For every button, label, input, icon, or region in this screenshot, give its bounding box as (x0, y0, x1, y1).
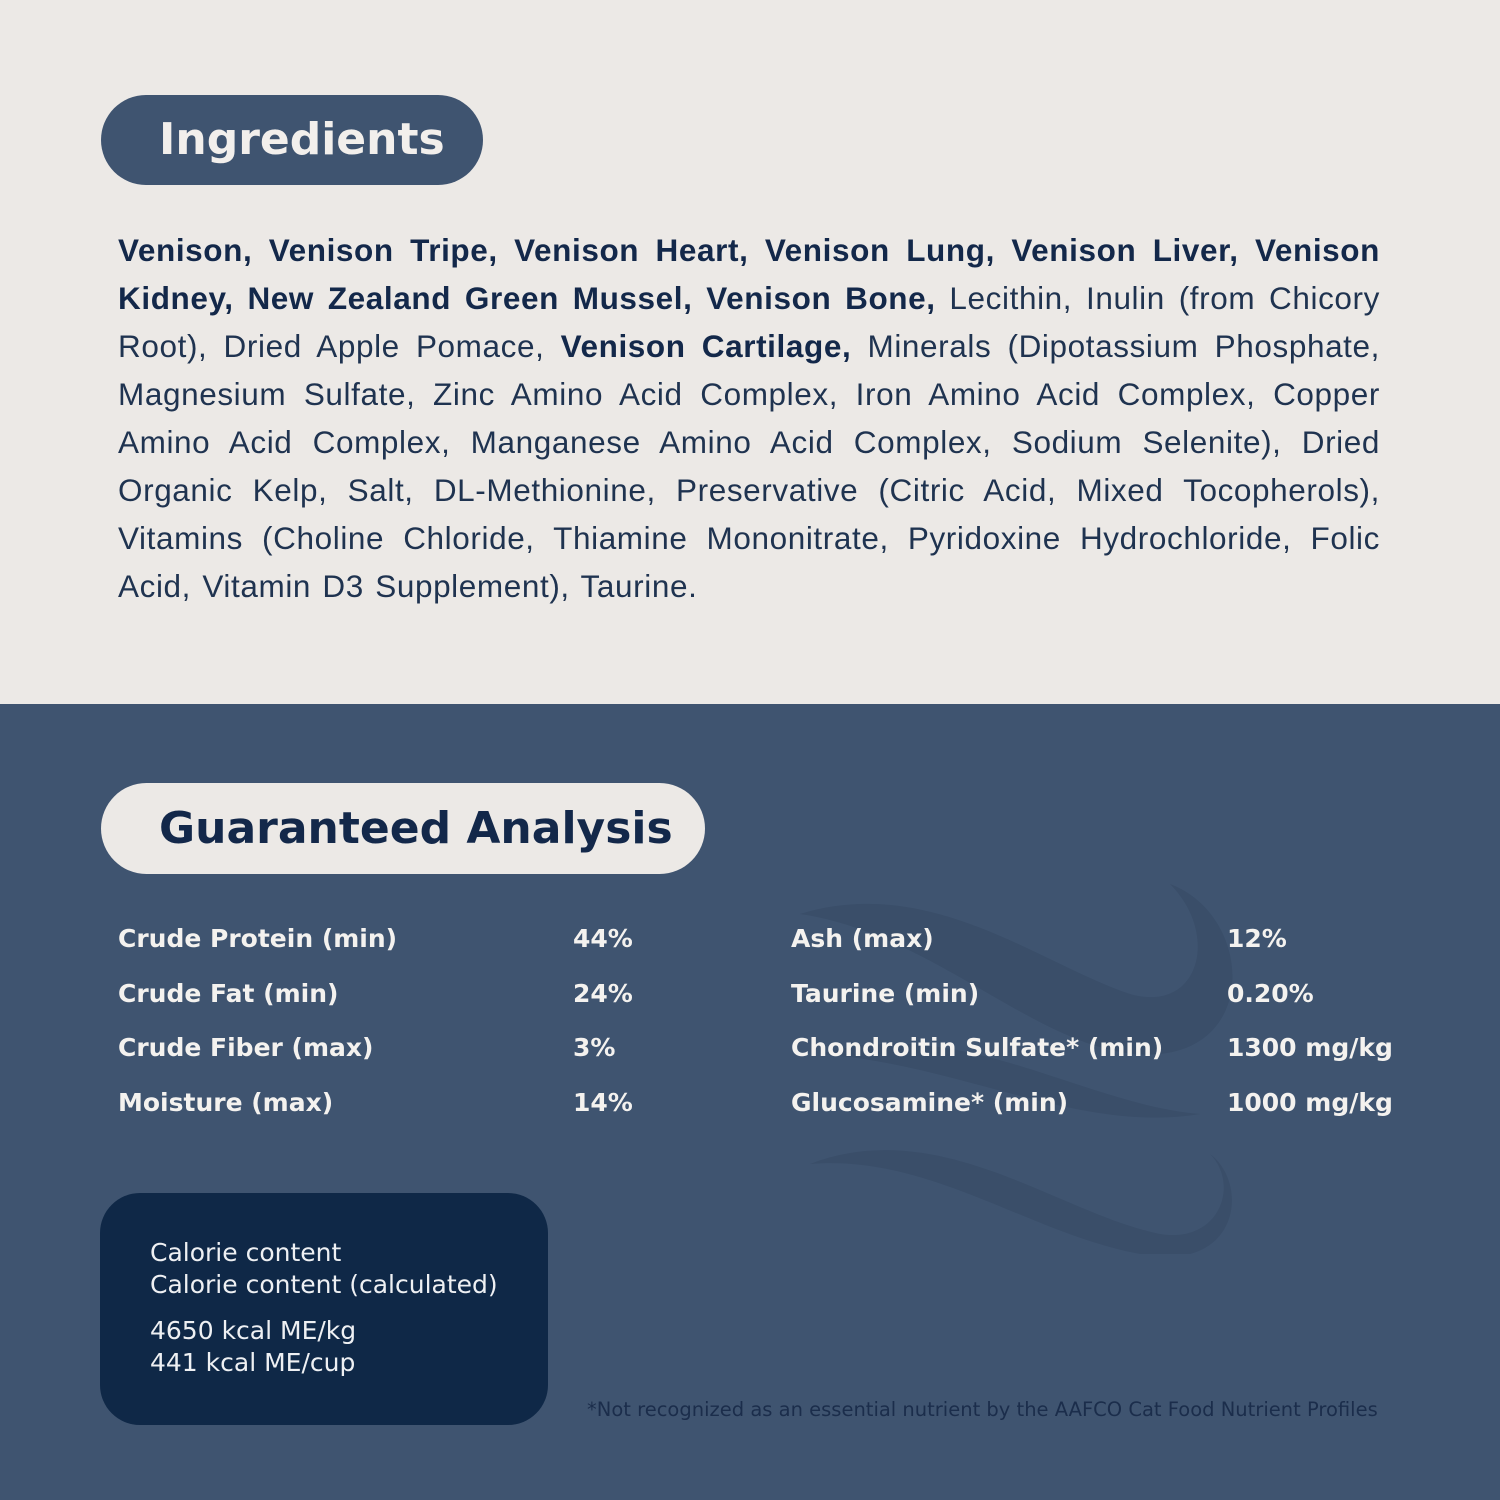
analysis-value: 24% (573, 979, 633, 1008)
analysis-label: Crude Fiber (max) (118, 1033, 374, 1062)
ingredients-text: Venison, Venison Tripe, Venison Heart, V… (118, 226, 1380, 610)
ingredients-title: Ingredients (101, 95, 483, 185)
ingredients-section: Ingredients Venison, Venison Tripe, Veni… (0, 0, 1500, 704)
analysis-value: 0.20% (1227, 979, 1314, 1008)
ingredient-segment: Minerals (Dipotassium Phosphate, Magnesi… (118, 328, 1381, 604)
calorie-label: Calorie content (150, 1238, 342, 1267)
ingredient-segment-bold: Venison Cartilage, (560, 328, 852, 364)
analysis-value: 1300 mg/kg (1227, 1033, 1393, 1062)
calorie-content-box: Calorie content Calorie content (calcula… (100, 1193, 548, 1425)
wave-decoration-icon (800, 884, 1233, 1254)
calorie-label-calculated: Calorie content (calculated) (150, 1270, 498, 1299)
ingredient-segment: Lecithin, Inulin (from Chicory Root), Dr… (118, 280, 1380, 364)
footnote: *Not recognized as an essential nutrient… (587, 1398, 1378, 1421)
analysis-label: Chondroitin Sulfate* (min) (791, 1033, 1164, 1062)
analysis-value: 3% (573, 1033, 616, 1062)
analysis-label: Taurine (min) (791, 979, 980, 1008)
calorie-value-cup: 441 kcal ME/cup (150, 1348, 356, 1377)
analysis-section: Guaranteed Analysis Crude Protein (min) … (0, 704, 1500, 1500)
calorie-value-kg: 4650 kcal ME/kg (150, 1316, 357, 1345)
analysis-label: Moisture (max) (118, 1088, 334, 1117)
ingredient-segment-bold: Venison, Venison Tripe, Venison Heart, V… (118, 232, 1380, 316)
analysis-value: 14% (573, 1088, 633, 1117)
analysis-label: Crude Protein (min) (118, 924, 398, 953)
analysis-value: 12% (1227, 924, 1287, 953)
analysis-label: Crude Fat (min) (118, 979, 339, 1008)
analysis-label: Glucosamine* (min) (791, 1088, 1069, 1117)
analysis-value: 44% (573, 924, 633, 953)
analysis-value: 1000 mg/kg (1227, 1088, 1393, 1117)
analysis-title: Guaranteed Analysis (101, 783, 705, 874)
analysis-label: Ash (max) (791, 924, 934, 953)
